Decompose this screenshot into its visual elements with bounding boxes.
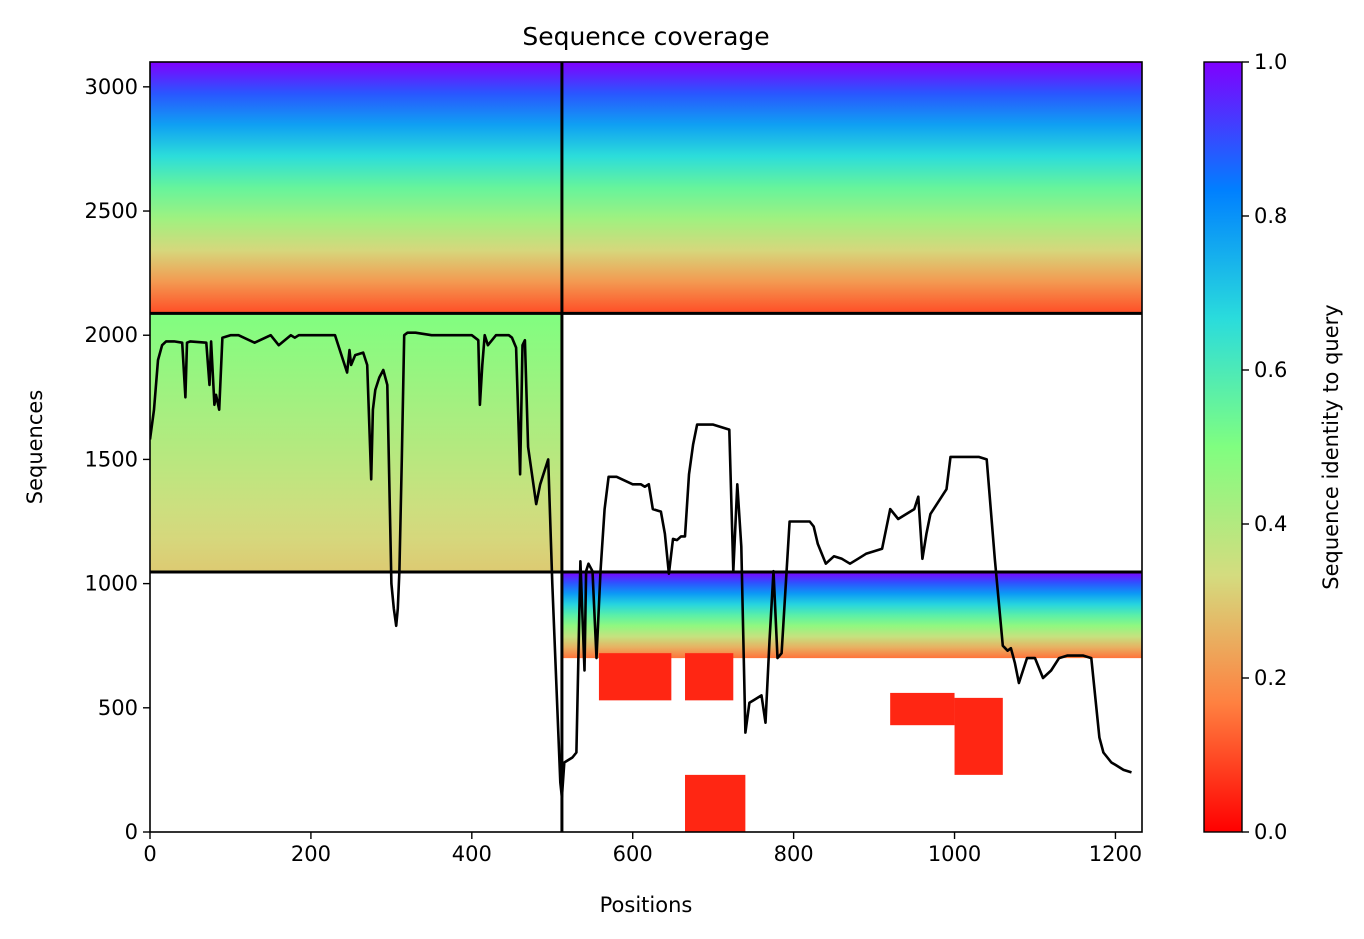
chain-boundaries	[150, 62, 1142, 832]
plot-frame	[149, 61, 1143, 833]
coverage-blocks	[150, 62, 1142, 832]
colorbar-tick-label: 0.4	[1254, 512, 1287, 536]
x-tick-label: 600	[613, 842, 653, 866]
coverage-block	[685, 653, 734, 701]
colorbar	[1204, 62, 1242, 832]
x-axis-title: Positions	[600, 893, 693, 917]
coverage-block	[685, 774, 746, 832]
colorbar-title: Sequence identity to query	[1319, 304, 1343, 589]
colorbar-frame	[1203, 61, 1243, 833]
y-tick-label: 3000	[85, 75, 138, 99]
colorbar-tick-label: 1.0	[1254, 50, 1287, 74]
x-tick-label: 400	[452, 842, 492, 866]
x-tick-label: 800	[774, 842, 814, 866]
colorbar-ticks: 0.0 0.2 0.4 0.6 0.8 1.0	[1242, 50, 1287, 844]
coverage-block	[150, 62, 562, 314]
coverage-block	[890, 692, 955, 726]
y-tick-label: 2500	[85, 199, 138, 223]
x-tick-label: 0	[143, 842, 156, 866]
coverage-block	[598, 653, 672, 701]
y-tick-label: 1500	[85, 447, 138, 471]
coverage-line	[150, 331, 1132, 799]
coverage-block	[561, 62, 1142, 314]
y-tick-label: 1000	[85, 572, 138, 596]
chart-title: Sequence coverage	[522, 22, 769, 51]
colorbar-tick-label: 0.8	[1254, 204, 1287, 228]
y-tick-label: 2000	[85, 323, 138, 347]
colorbar-tick-label: 0.2	[1254, 666, 1287, 690]
x-tick-label: 200	[291, 842, 331, 866]
coverage-block	[954, 697, 1003, 775]
colorbar-tick-label: 0.6	[1254, 358, 1287, 382]
colorbar-tick-label: 0.0	[1254, 820, 1287, 844]
x-tick-label: 1200	[1089, 842, 1142, 866]
y-tick-label: 0	[125, 820, 138, 844]
y-axis-title: Sequences	[23, 390, 47, 505]
coverage-block	[561, 571, 1142, 659]
y-tick-label: 500	[98, 696, 138, 720]
x-tick-label: 1000	[928, 842, 981, 866]
x-axis-ticks: 0 200 400 600 800 1000 1200	[143, 832, 1142, 866]
y-axis-ticks: 0 500 1000 1500 2000 2500 3000	[85, 75, 150, 844]
